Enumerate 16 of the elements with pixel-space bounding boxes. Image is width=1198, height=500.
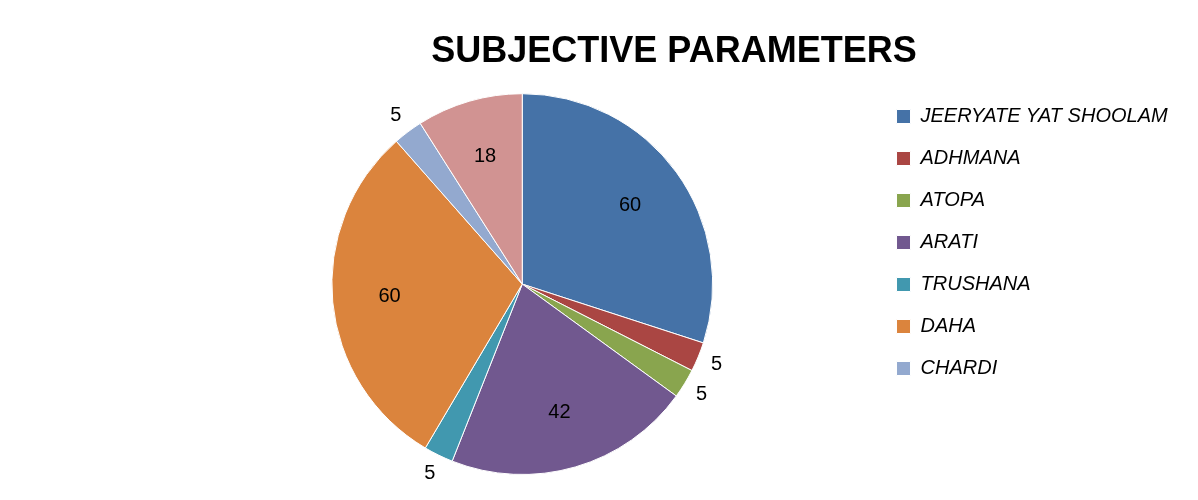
chart-title: SUBJECTIVE PARAMETERS	[431, 28, 917, 70]
legend-label: CHARDI	[920, 356, 998, 379]
data-label: 5	[424, 460, 436, 483]
legend-label: ADHMANA	[919, 146, 1021, 169]
data-label: 60	[618, 193, 642, 216]
data-label: 42	[548, 399, 571, 422]
legend-label: ARATI	[919, 230, 979, 253]
legend-label: JEERYATE YAT SHOOLAM	[919, 104, 1168, 127]
legend-label: DAHA	[920, 314, 977, 337]
legend-label: ATOPA	[919, 188, 985, 211]
legend-label: TRUSHANA	[920, 272, 1031, 295]
data-label: 5	[696, 381, 708, 404]
data-label: 18	[473, 143, 497, 166]
data-label: 5	[711, 352, 723, 375]
data-label: 60	[378, 284, 401, 307]
data-label: 5	[390, 103, 402, 126]
